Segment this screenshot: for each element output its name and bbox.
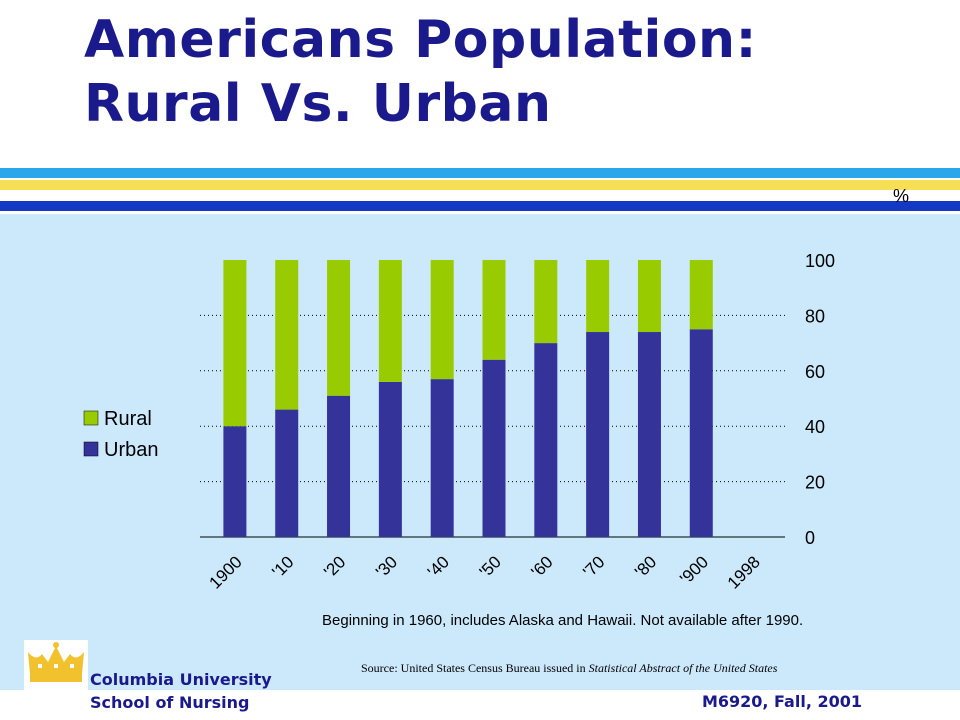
stripe-light-blue [0,168,960,178]
y-tick-label: 60 [805,362,825,382]
y-tick-label: 100 [805,251,835,271]
slide-title: Americans Population: Rural Vs. Urban [84,10,757,134]
y-tick-label: 80 [805,306,825,326]
chart-footnote: Beginning in 1960, includes Alaska and H… [322,612,804,629]
bar-urban [586,332,610,537]
legend-swatch-rural [83,410,99,426]
legend-label-rural: Rural [104,408,152,430]
footer-university: Columbia University [90,670,272,689]
x-tick-label: '70 [579,552,608,581]
unit-label: % [893,186,910,206]
y-tick-label: 0 [805,528,815,548]
x-tick-label: '10 [268,552,297,581]
chart-panel [0,214,960,690]
bar-urban [327,395,351,537]
stripe-dark-blue [0,201,960,211]
bar-rural [378,260,402,382]
x-tick-label: '40 [424,552,453,581]
x-tick-label: '30 [372,552,401,581]
bar-rural [689,260,713,330]
bar-rural [482,260,506,360]
bar-urban [223,426,247,537]
source-title: Statistical Abstract of the United State… [588,661,778,675]
bar-urban [482,359,506,537]
bar-rural [586,260,610,333]
x-tick-label: 1998 [724,552,764,592]
bar-urban [534,343,558,537]
bar-rural [534,260,558,344]
bar-urban [637,332,661,537]
legend-label-urban: Urban [104,439,158,461]
x-tick-label: '80 [631,552,660,581]
x-tick-label: '20 [320,552,349,581]
y-tick-label: 20 [805,473,825,493]
x-tick-label: '900 [676,552,712,588]
legend-swatch-urban [83,441,99,457]
source-prefix: Source: United States Census Bureau issu… [361,661,589,675]
bar-urban [689,329,713,537]
crown-icon [24,640,88,690]
bar-rural [223,260,247,427]
bar-urban [430,379,454,537]
footer-school: School of Nursing [90,693,250,712]
source-citation: Source: United States Census Bureau issu… [361,661,777,676]
bar-rural [430,260,454,380]
bar-urban [378,381,402,537]
bar-rural [275,260,299,410]
x-tick-label: '50 [476,552,505,581]
bar-rural [327,260,351,396]
footer-course: M6920, Fall, 2001 [701,692,862,711]
bar-urban [275,409,299,537]
bar-rural [637,260,661,333]
x-tick-label: '60 [528,552,557,581]
stripe-yellow [0,180,960,190]
x-tick-label: 1900 [206,552,246,592]
y-tick-label: 40 [805,417,825,437]
